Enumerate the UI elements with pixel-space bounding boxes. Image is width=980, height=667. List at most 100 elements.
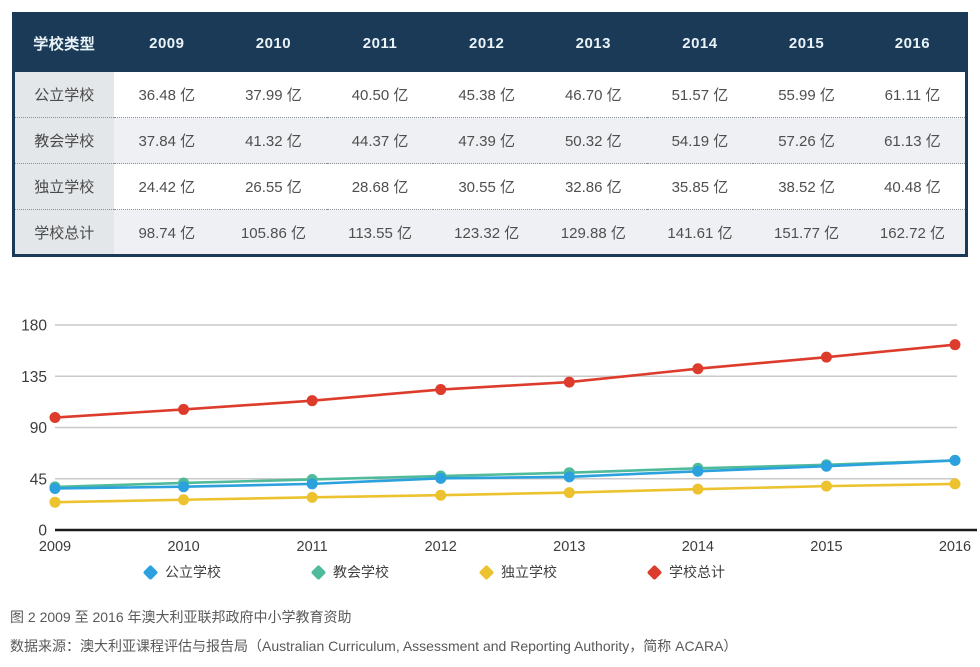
- funding-chart-area: 0 45 90 135 180 2009 2010 2011 2012 2013 2014 2015 2…: [0, 300, 980, 560]
- x-axis-tick-label: 2011: [297, 539, 328, 555]
- row-label: 教会学校: [13, 117, 114, 164]
- legend-item: 学校总计: [646, 562, 725, 582]
- legend-diamond-icon: [646, 564, 663, 580]
- legend-diamond-icon: [142, 564, 159, 580]
- data-point: [49, 482, 61, 494]
- col-header-school-type: 学校类型: [13, 13, 114, 72]
- legend-diamond-icon: [310, 564, 327, 580]
- value-cell: 46.70 亿: [540, 71, 647, 118]
- data-point: [949, 454, 961, 466]
- funding-line-chart: 0 45 90 135 180 2009 2010 2011 2012 2013 2014 2015 2…: [21, 318, 977, 555]
- data-point: [692, 483, 704, 495]
- data-point: [692, 465, 704, 477]
- funding-table: 学校类型 2009 2010 2011 2012 2013 2014 2015 2016 公立学…: [12, 12, 968, 257]
- value-cell: 44.37 亿: [326, 117, 434, 164]
- col-header-year: 2016: [859, 13, 967, 72]
- legend-item: 独立学校: [478, 562, 557, 582]
- y-axis-tick-label: 90: [30, 420, 48, 437]
- value-cell: 47.39 亿: [433, 117, 540, 164]
- row-label: 公立学校: [13, 71, 114, 118]
- col-header-year: 2012: [433, 13, 540, 72]
- x-axis-tick-label: 2015: [810, 539, 842, 555]
- value-cell: 26.55 亿: [220, 163, 327, 210]
- y-axis-tick-label: 135: [21, 369, 47, 386]
- value-cell: 41.32 亿: [220, 117, 327, 164]
- value-cell: 105.86 亿: [220, 209, 327, 256]
- series-line: [54, 459, 956, 490]
- x-axis-tick-label: 2010: [167, 539, 199, 555]
- legend-label: 学校总计: [669, 564, 725, 580]
- data-point: [563, 471, 575, 483]
- col-header-year: 2015: [753, 13, 860, 72]
- value-cell: 61.13 亿: [859, 117, 967, 164]
- legend-item: 教会学校: [310, 562, 389, 582]
- value-cell: 129.88 亿: [540, 209, 647, 256]
- legend-label: 公立学校: [165, 564, 221, 580]
- value-cell: 32.86 亿: [540, 163, 647, 210]
- value-cell: 38.52 亿: [753, 163, 860, 210]
- value-cell: 37.99 亿: [220, 71, 327, 118]
- legend-diamond-icon: [478, 564, 495, 580]
- series-line: [54, 482, 956, 504]
- data-point: [820, 351, 832, 363]
- x-axis-tick-label: 2012: [425, 539, 457, 555]
- value-cell: 57.26 亿: [753, 117, 860, 164]
- data-point: [178, 494, 190, 506]
- data-point: [949, 478, 961, 490]
- data-point: [949, 339, 961, 351]
- value-cell: 113.55 亿: [326, 209, 434, 256]
- value-cell: 50.32 亿: [540, 117, 647, 164]
- data-source-caption: 数据来源：澳大利亚课程评估与报告局（Australian Curriculum,…: [10, 638, 738, 654]
- value-cell: 36.48 亿: [113, 71, 221, 118]
- table-row: 独立学校 24.42 亿 26.55 亿 28.68 亿 30.55 亿 32.86 亿 3…: [13, 163, 967, 210]
- value-cell: 40.48 亿: [859, 163, 967, 210]
- data-point: [178, 403, 190, 415]
- col-header-year: 2010: [220, 13, 327, 72]
- row-label: 独立学校: [13, 163, 114, 210]
- chart-legend: 公立学校 教会学校 独立学校 学校总计: [0, 562, 980, 582]
- data-point: [306, 491, 318, 503]
- x-axis-tick-label: 2013: [553, 539, 585, 555]
- x-axis-tick-label: 2016: [939, 539, 971, 555]
- value-cell: 151.77 亿: [753, 209, 860, 256]
- value-cell: 24.42 亿: [113, 163, 221, 210]
- col-header-year: 2009: [113, 13, 221, 72]
- data-point: [49, 412, 61, 424]
- col-header-year: 2013: [540, 13, 647, 72]
- y-axis-tick-label: 45: [30, 471, 47, 488]
- table-row: 学校总计 98.74 亿 105.86 亿 113.55 亿 123.32 亿 129.8…: [13, 209, 967, 256]
- value-cell: 55.99 亿: [753, 71, 860, 118]
- value-cell: 28.68 亿: [326, 163, 434, 210]
- legend-item: 公立学校: [142, 562, 221, 582]
- value-cell: 162.72 亿: [859, 209, 967, 256]
- value-cell: 40.50 亿: [326, 71, 434, 118]
- data-point: [692, 363, 704, 375]
- data-point: [435, 384, 447, 396]
- value-cell: 123.32 亿: [433, 209, 540, 256]
- data-point: [435, 472, 447, 484]
- y-axis-tick-label: 0: [38, 523, 47, 540]
- data-point: [563, 376, 575, 388]
- legend-label: 教会学校: [333, 564, 389, 580]
- value-cell: 54.19 亿: [646, 117, 754, 164]
- funding-table-wrap: 学校类型 2009 2010 2011 2012 2013 2014 2015 2016 公立学…: [12, 12, 968, 257]
- data-point: [820, 480, 832, 492]
- y-axis-tick-label: 180: [21, 318, 47, 335]
- series-line: [54, 459, 956, 489]
- value-cell: 45.38 亿: [433, 71, 540, 118]
- data-point: [435, 489, 447, 501]
- x-axis-tick-label: 2009: [39, 539, 71, 555]
- value-cell: 37.84 亿: [113, 117, 221, 164]
- value-cell: 30.55 亿: [433, 163, 540, 210]
- x-axis-tick-label: 2014: [682, 539, 714, 555]
- data-point: [820, 460, 832, 472]
- value-cell: 98.74 亿: [113, 209, 221, 256]
- col-header-year: 2011: [326, 13, 434, 72]
- data-point: [178, 481, 190, 493]
- col-header-year: 2014: [646, 13, 754, 72]
- value-cell: 61.11 亿: [859, 71, 967, 118]
- row-label: 学校总计: [13, 209, 114, 256]
- value-cell: 51.57 亿: [646, 71, 754, 118]
